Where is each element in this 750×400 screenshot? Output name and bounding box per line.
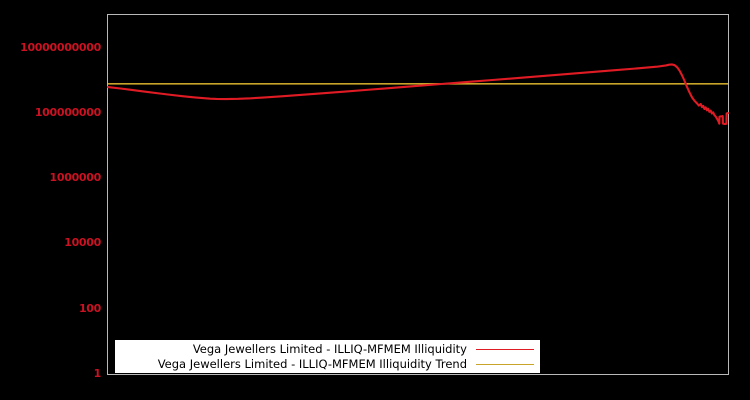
legend-label-illiquidity-trend: Vega Jewellers Limited - ILLIQ-MFMEM Ill… [157,357,467,371]
legend-item-illiquidity: Vega Jewellers Limited - ILLIQ-MFMEM Ill… [115,342,540,357]
y-axis-tick-label: 1 [93,367,102,380]
y-axis-tick-label: 100 [78,301,101,315]
chart-legend: Vega Jewellers Limited - ILLIQ-MFMEM Ill… [115,340,540,373]
plot-area [107,14,729,375]
y-axis-tick-label: 10000000000 [20,40,101,54]
y-axis-tick-label: 100000000 [34,105,101,119]
y-axis-tick-label: 1000000 [49,171,102,185]
legend-label-illiquidity: Vega Jewellers Limited - ILLIQ-MFMEM Ill… [192,342,467,356]
legend-swatch-illiquidity-trend [476,359,534,370]
y-axis-tick-label: 10000 [64,236,101,250]
legend-item-illiquidity-trend: Vega Jewellers Limited - ILLIQ-MFMEM Ill… [115,357,540,372]
legend-swatch-illiquidity [476,344,534,355]
